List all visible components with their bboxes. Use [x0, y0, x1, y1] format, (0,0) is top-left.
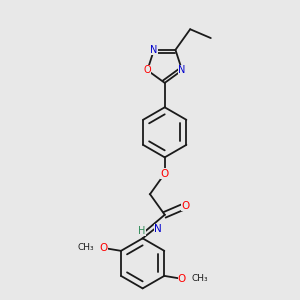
Text: N: N	[154, 224, 162, 235]
Text: O: O	[143, 65, 151, 75]
Text: CH₃: CH₃	[77, 243, 94, 252]
Text: N: N	[178, 65, 186, 75]
Text: H: H	[138, 226, 146, 236]
Text: O: O	[178, 274, 186, 284]
Text: O: O	[99, 243, 107, 253]
Text: CH₃: CH₃	[191, 274, 208, 283]
Text: N: N	[150, 45, 158, 55]
Text: O: O	[160, 169, 169, 178]
Text: O: O	[181, 201, 190, 211]
